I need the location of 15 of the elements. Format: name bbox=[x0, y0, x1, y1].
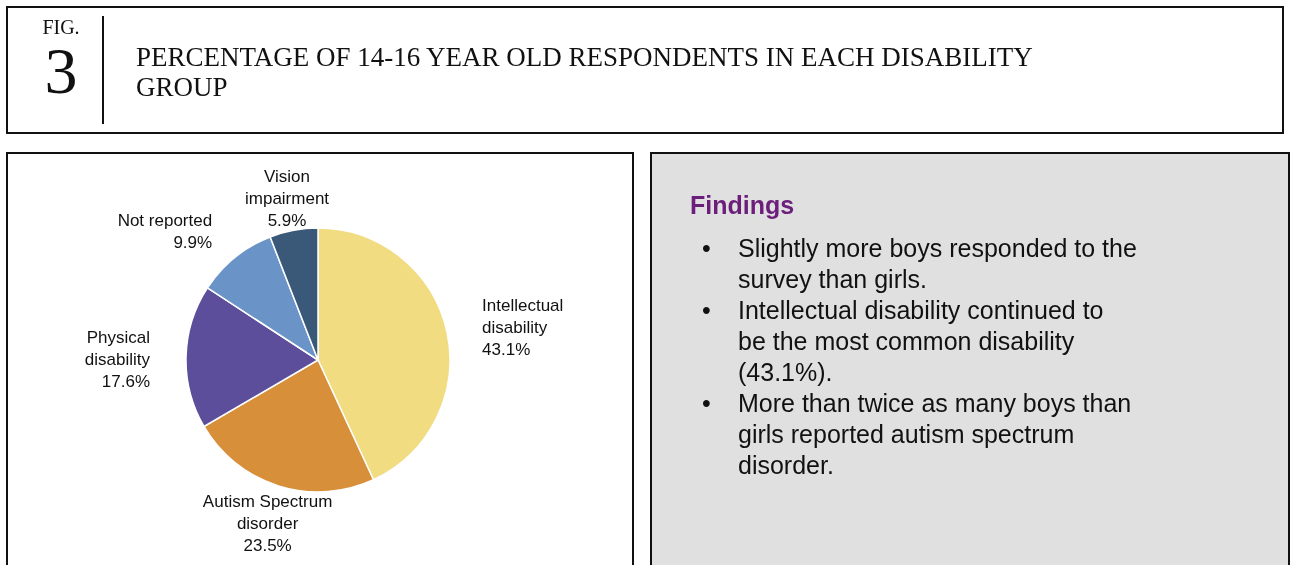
data-label: 17.6% bbox=[101, 371, 151, 391]
text: Findings bbox=[690, 191, 795, 219]
slice-label: Physical disability bbox=[84, 327, 151, 369]
data-label: 43.1% bbox=[482, 339, 531, 359]
chart-title: PERCENTAGE OF 14-16 YEAR OLD RESPONDENTS IN EACH DISABILITY GROUP bbox=[136, 42, 1033, 102]
slice-label: Intellectual disability bbox=[482, 295, 564, 337]
text: • Slightly more boys responded to the survey than girls. bbox=[702, 234, 1137, 293]
data-label: 9.9% bbox=[173, 232, 213, 252]
slice-label: Not reported bbox=[117, 210, 213, 230]
text: • More than twice as many boys than girls reported autism spectrum disorder. bbox=[702, 389, 1132, 479]
slice-label: Vision impairment bbox=[244, 166, 330, 208]
text: • Intellectual disability continued to be the most common disability (43.1%). bbox=[702, 296, 1104, 386]
data-label: 23.5% bbox=[243, 536, 292, 556]
slice-label: Autism Spectrum disorder bbox=[202, 492, 333, 534]
data-label: 5.9% bbox=[267, 210, 307, 230]
